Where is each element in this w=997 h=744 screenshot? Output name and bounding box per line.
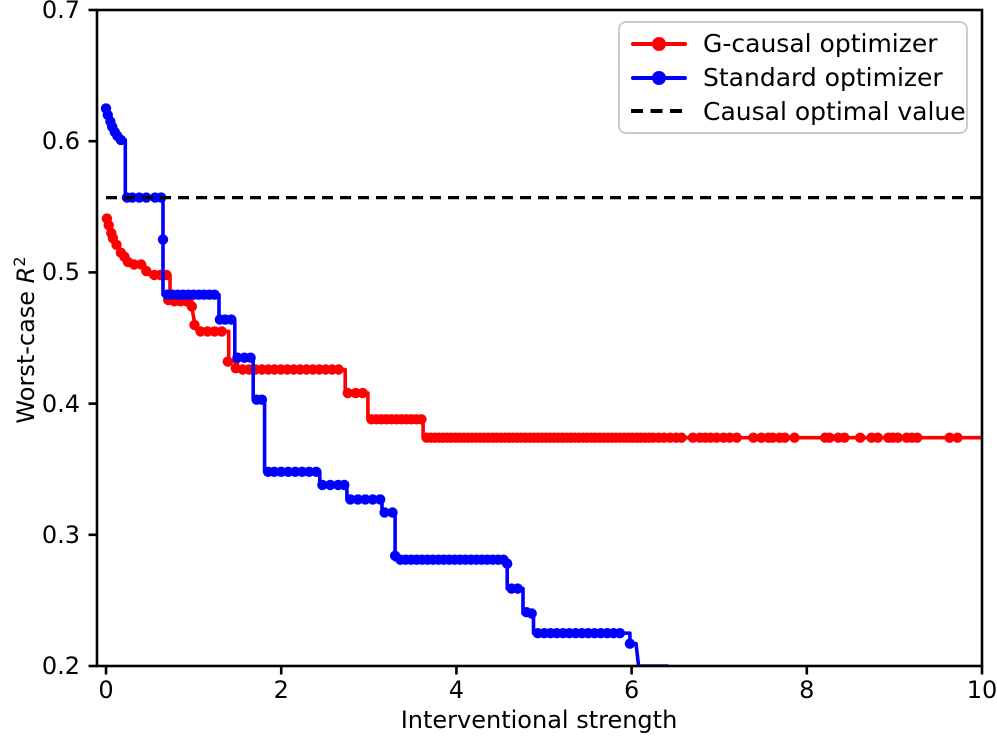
legend-label: Standard optimizer xyxy=(703,63,943,92)
y-axis-label: Worst-case R2 xyxy=(9,190,43,490)
legend-label: G-causal optimizer xyxy=(703,29,938,59)
y-tick-label: 0.2 xyxy=(41,652,80,680)
y-axis-label-text: Worst-case xyxy=(12,283,40,424)
legend-entry-causal-optimal-value: Causal optimal value xyxy=(631,94,966,128)
x-tick-label: 8 xyxy=(799,676,815,704)
x-tick-label: 6 xyxy=(623,676,640,704)
black-dashed-line-sample xyxy=(631,103,687,119)
y-tick-label: 0.6 xyxy=(41,127,80,156)
y-tick-label: 0.4 xyxy=(41,389,80,418)
legend-entry-g-causal-optimizer: G-causal optimizer xyxy=(631,27,960,61)
x-tick-label: 0 xyxy=(98,676,114,704)
y-tick-label: 0.3 xyxy=(41,520,80,549)
y-tick-label: 0.7 xyxy=(41,0,80,24)
legend-label: Causal optimal value xyxy=(703,96,966,126)
y-tick-label: 0.5 xyxy=(41,258,80,287)
y-axis-label-symbol: R xyxy=(12,266,40,284)
x-axis-label: Interventional strength xyxy=(400,706,678,734)
x-tick-label: 2 xyxy=(273,676,289,704)
legend-entry-standard-optimizer: Standard optimizer xyxy=(631,61,960,95)
x-tick-label: 10 xyxy=(966,676,997,704)
y-axis-label-superscript: 2 xyxy=(10,256,29,267)
red-line-marker-sample xyxy=(631,36,687,52)
legend: G-causal optimizer Standard optimizer Ca… xyxy=(618,21,968,134)
blue-line-marker-sample xyxy=(631,70,687,86)
x-tick-label: 4 xyxy=(448,676,465,704)
